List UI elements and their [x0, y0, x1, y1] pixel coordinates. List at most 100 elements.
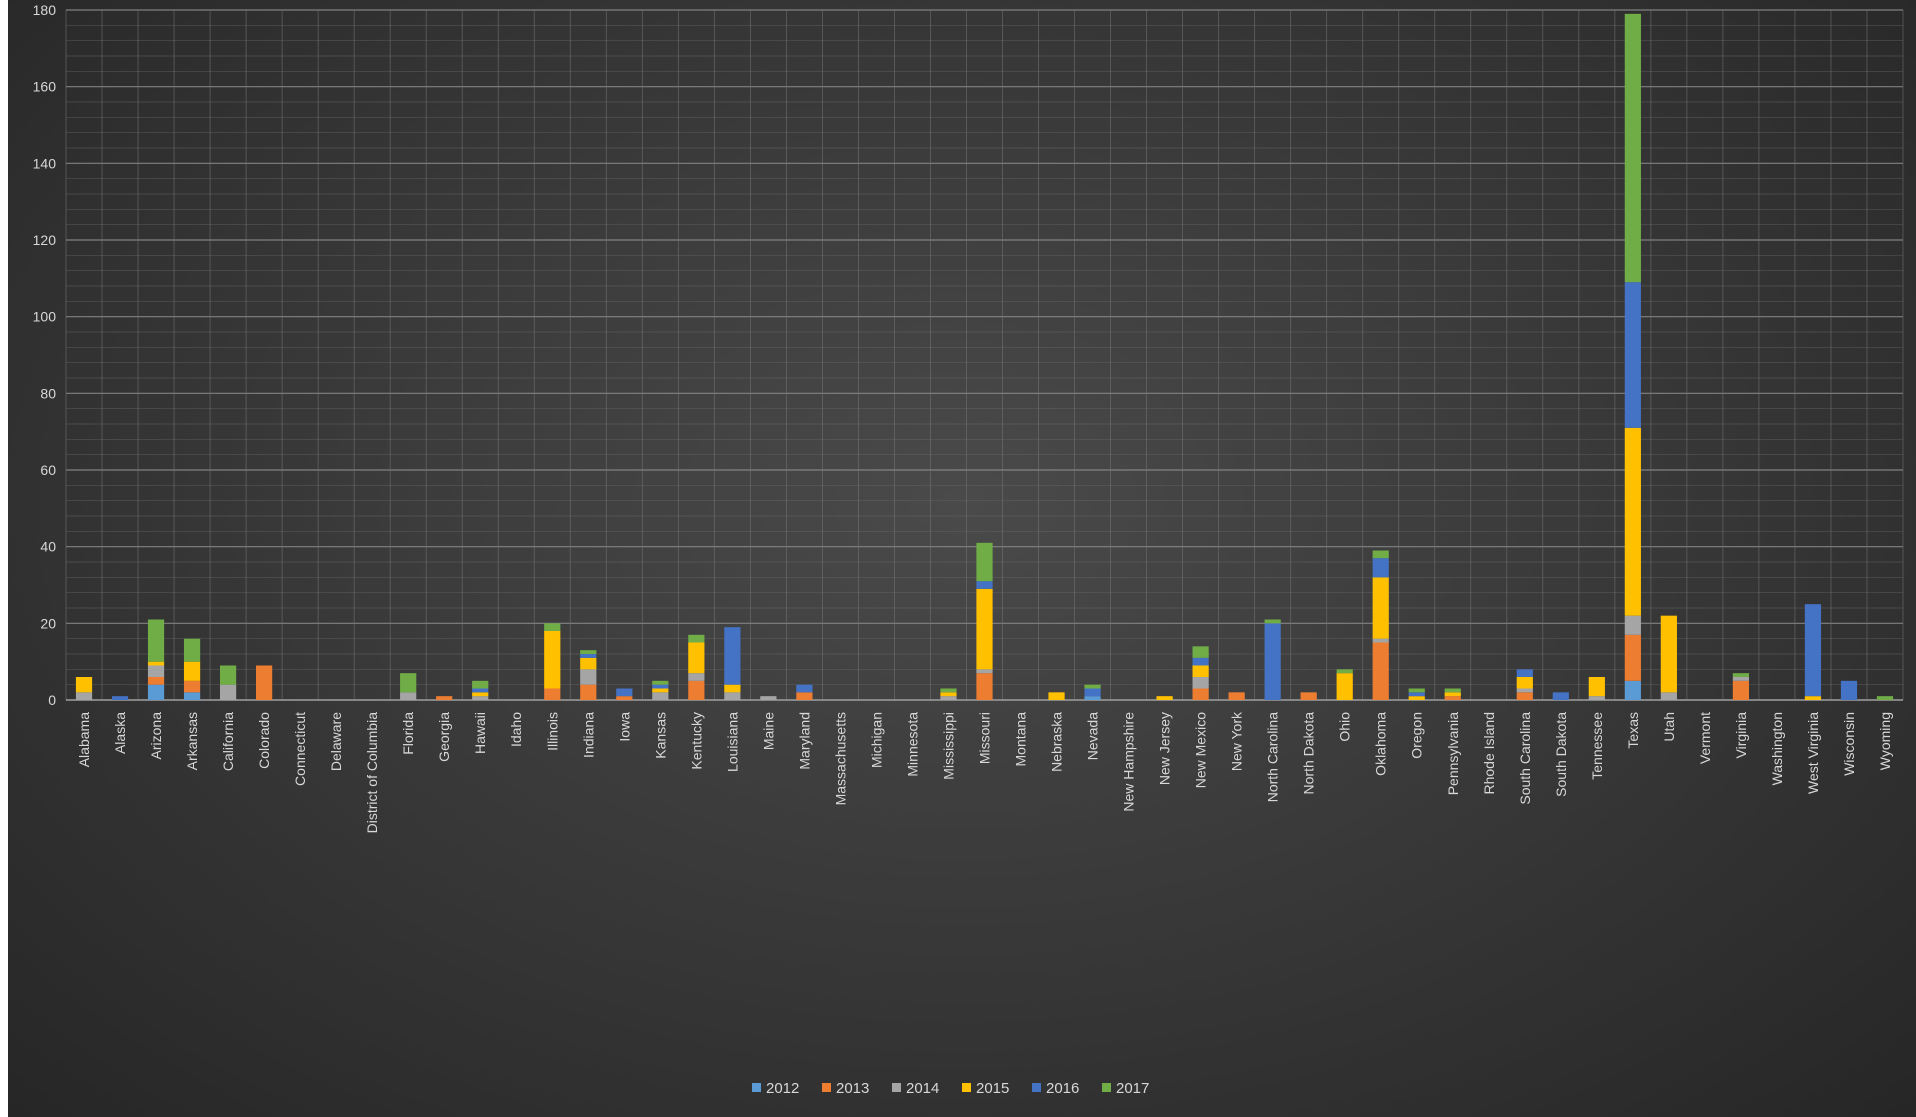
bar-segment [1732, 677, 1750, 681]
bar-segment [1264, 623, 1281, 700]
x-tick-label: Montana [1013, 712, 1029, 767]
bar-segment [1408, 696, 1425, 700]
bar-segment [724, 684, 741, 693]
bar-segment [760, 696, 777, 700]
bar-segment [1084, 684, 1101, 689]
legend-swatch [1032, 1083, 1041, 1092]
x-axis: Alabama Alaska Arizona Arkansas California Co… [76, 711, 1893, 833]
legend-label: 2016 [1046, 1080, 1079, 1097]
bar-segment [616, 696, 633, 700]
bar-segment [940, 692, 957, 697]
x-tick-label: Nevada [1085, 712, 1101, 760]
x-tick-label: Kansas [652, 712, 668, 759]
chart-area: 0 20 40 60 80 100 120 140 160 180 Alabama Alaska Ar… [8, 0, 1916, 1117]
x-tick-label: Connecticut [292, 712, 308, 786]
bar-segment [1372, 577, 1389, 639]
bar-segment [976, 581, 993, 589]
bar-segment [688, 642, 705, 674]
x-tick-label: New Mexico [1193, 712, 1209, 788]
bar-segment [616, 688, 633, 697]
x-tick-label: Iowa [616, 712, 632, 742]
x-tick-label: West Virginia [1805, 712, 1821, 794]
x-tick-label: Indiana [580, 712, 596, 758]
bar-segment [1624, 680, 1641, 700]
x-tick-label: Utah [1661, 712, 1677, 742]
y-tick-label: 180 [33, 2, 57, 18]
bar-segment [1084, 696, 1101, 700]
bar-segment [580, 669, 597, 685]
x-tick-label: South Carolina [1517, 712, 1533, 805]
bar-segment [1876, 696, 1894, 700]
bar-segment [1588, 677, 1605, 697]
bar-segment [1732, 673, 1750, 677]
bar-segment [472, 692, 489, 697]
bar-segment [75, 692, 93, 700]
x-tick-label: Texas [1625, 712, 1641, 749]
x-tick-label: Massachusetts [832, 712, 848, 805]
x-tick-label: Colorado [256, 712, 272, 769]
bar-segment [1300, 692, 1317, 700]
x-tick-label: Minnesota [904, 712, 920, 777]
bar-segment [580, 684, 597, 700]
x-tick-label: Arizona [148, 712, 164, 760]
bar-segment [1840, 680, 1858, 700]
x-tick-label: Virginia [1733, 712, 1749, 759]
bar-segment [544, 631, 561, 689]
bar-segment [652, 688, 669, 693]
legend-swatch [752, 1083, 761, 1092]
gridlines [65, 9, 1904, 701]
bar-segment [147, 684, 165, 700]
x-tick-label: Alabama [76, 712, 92, 767]
bars [75, 13, 1894, 700]
x-tick-label: Hawaii [472, 712, 488, 754]
bar-segment [1336, 669, 1353, 674]
x-tick-label: Wyoming [1877, 712, 1893, 770]
x-tick-label: Illinois [544, 712, 560, 751]
bar-segment [976, 673, 993, 700]
y-tick-label: 120 [33, 232, 57, 248]
bar-segment [1516, 669, 1533, 677]
bar-segment [976, 669, 993, 674]
bar-segment [1660, 615, 1677, 693]
stacked-bar-chart: 0 20 40 60 80 100 120 140 160 180 Alabama Alaska Ar… [33, 2, 1904, 1097]
y-tick-label: 40 [40, 539, 56, 555]
legend-swatch [822, 1083, 831, 1092]
bar-segment [652, 684, 669, 689]
bar-segment [1444, 688, 1461, 693]
y-tick-label: 100 [33, 309, 57, 325]
bar-segment [1048, 692, 1065, 700]
y-tick-label: 20 [40, 615, 56, 631]
y-tick-label: 160 [33, 79, 57, 95]
x-tick-label: California [220, 712, 236, 771]
x-tick-label: Oregon [1409, 712, 1425, 759]
x-tick-label: Louisiana [724, 712, 740, 772]
bar-segment [183, 661, 201, 681]
x-tick-label: Washington [1769, 712, 1785, 785]
x-tick-label: North Carolina [1265, 712, 1281, 802]
legend-label: 2014 [906, 1080, 939, 1097]
bar-segment [436, 696, 453, 700]
bar-segment [472, 688, 489, 693]
x-tick-label: Mississippi [940, 712, 956, 780]
bar-segment [219, 684, 237, 700]
bar-segment [472, 696, 489, 700]
bar-segment [1372, 642, 1389, 700]
bar-segment [724, 627, 741, 685]
x-tick-label: New Jersey [1157, 712, 1173, 785]
x-tick-label: Ohio [1337, 712, 1353, 742]
bar-segment [1336, 673, 1353, 700]
x-tick-label: Missouri [977, 712, 993, 764]
x-tick-label: Idaho [508, 712, 524, 747]
bar-segment [111, 696, 129, 700]
x-tick-label: Maryland [796, 712, 812, 770]
x-tick-label: Rhode Island [1481, 712, 1497, 795]
bar-segment [688, 680, 705, 700]
bar-segment [1624, 282, 1641, 428]
bar-segment [1588, 696, 1605, 700]
bar-segment [1660, 692, 1677, 700]
legend: 2012 2013 2014 2015 2016 2017 [752, 1080, 1149, 1097]
bar-segment [796, 684, 813, 693]
x-tick-label: Oklahoma [1373, 712, 1389, 776]
legend-swatch [892, 1083, 901, 1092]
bar-segment [183, 692, 201, 700]
